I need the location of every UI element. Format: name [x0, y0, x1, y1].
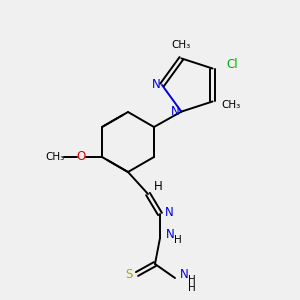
- Text: N: N: [165, 206, 173, 220]
- Text: H: H: [174, 235, 182, 245]
- Text: CH₃: CH₃: [221, 100, 240, 110]
- Text: N: N: [152, 79, 160, 92]
- Text: N: N: [180, 268, 188, 281]
- Text: H: H: [154, 179, 162, 193]
- Text: H: H: [188, 283, 196, 293]
- Text: CH₃: CH₃: [172, 40, 191, 50]
- Text: O: O: [76, 151, 85, 164]
- Text: N: N: [171, 105, 180, 118]
- Text: CH₃: CH₃: [45, 152, 64, 162]
- Text: H: H: [188, 275, 196, 285]
- Text: Cl: Cl: [227, 58, 239, 71]
- Text: N: N: [166, 227, 174, 241]
- Text: S: S: [125, 268, 133, 281]
